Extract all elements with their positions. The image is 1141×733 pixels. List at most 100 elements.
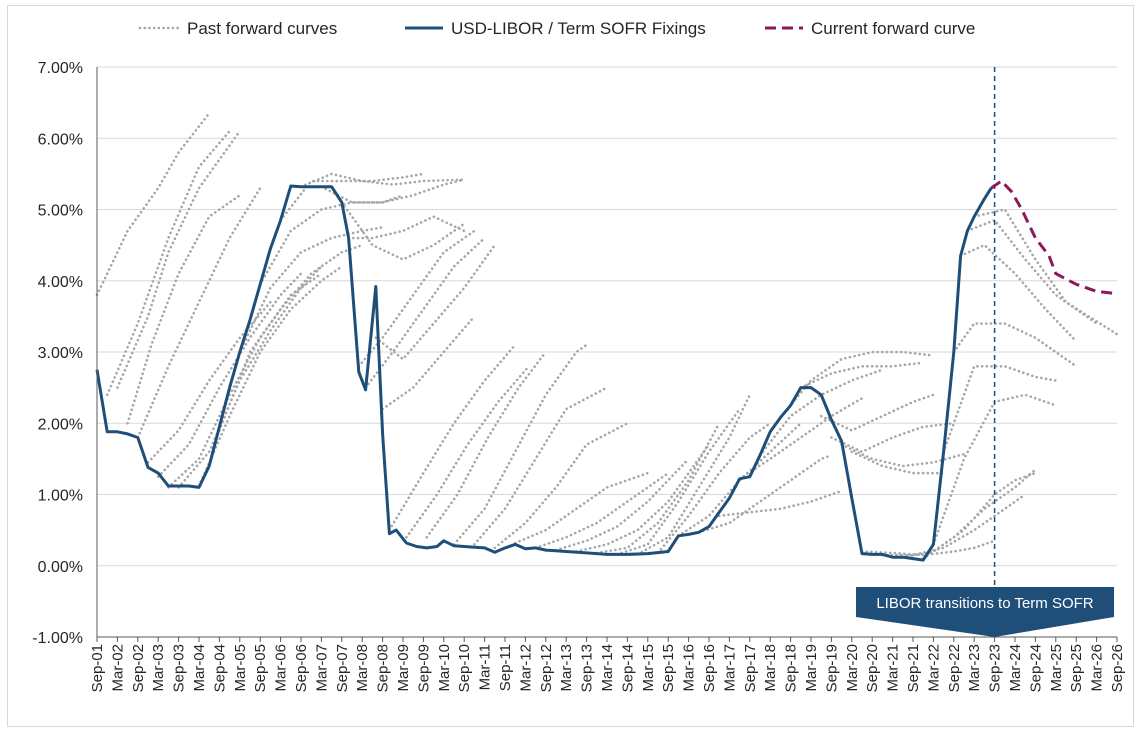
- x-tick-label: Mar-03: [150, 644, 167, 692]
- x-tick-label: Mar-02: [109, 644, 126, 692]
- past-forward-curve: [116, 129, 242, 389]
- x-tick-label: Sep-19: [823, 644, 840, 692]
- x-tick-label: Sep-23: [987, 644, 1004, 692]
- past-forward-curve: [717, 489, 843, 518]
- x-tick-label: Mar-04: [191, 644, 208, 692]
- x-tick-label: Sep-03: [171, 644, 188, 692]
- past-forward-curve: [95, 112, 211, 297]
- x-tick-label: Mar-25: [1048, 644, 1065, 692]
- x-tick-label: Sep-05: [252, 644, 269, 692]
- past-forward-curve: [615, 407, 741, 556]
- past-forward-curve: [473, 386, 609, 546]
- x-tick-label: Mar-08: [354, 644, 371, 692]
- past-forward-curve: [167, 272, 323, 489]
- past-forward-curve: [554, 457, 690, 552]
- past-forward-curve: [758, 368, 884, 457]
- past-forward-curve: [799, 361, 925, 389]
- past-forward-curve: [425, 350, 548, 539]
- past-forward-curve: [636, 393, 752, 556]
- x-tick-label: Mar-13: [558, 644, 575, 692]
- y-tick-label: 1.00%: [38, 488, 83, 505]
- x-tick-label: Mar-16: [681, 644, 698, 692]
- x-tick-label: Sep-14: [619, 644, 636, 692]
- past-forward-curve: [656, 422, 772, 555]
- x-tick-label: Mar-20: [844, 644, 861, 692]
- past-forward-curve: [299, 172, 466, 188]
- past-forward-curve: [340, 201, 466, 261]
- annotation-label: LIBOR transitions to Term SOFR: [876, 595, 1093, 612]
- x-tick-label: Sep-11: [497, 644, 514, 691]
- past-forward-curve: [126, 194, 242, 425]
- x-tick-label: Mar-07: [313, 644, 330, 692]
- past-forward-curve: [357, 229, 476, 368]
- past-forward-curve: [146, 300, 272, 464]
- past-forward-curve: [364, 236, 486, 389]
- legend-label-fixings: USD-LIBOR / Term SOFR Fixings: [451, 19, 706, 38]
- x-tick-label: Mar-24: [1007, 644, 1024, 692]
- x-tick-label: Sep-22: [946, 644, 963, 692]
- past-forward-curve: [972, 208, 1119, 336]
- fixings-series: [95, 184, 993, 562]
- past-forward-curve: [238, 226, 384, 354]
- past-forward-curve: [452, 343, 588, 546]
- x-tick-label: Mar-06: [273, 644, 290, 692]
- chart-frame: [7, 5, 1134, 727]
- y-axis-ticks: 7.00% 6.00% 5.00% 4.00% 3.00% 2.00% 1.00% 0.00%…: [32, 60, 83, 647]
- past-forward-curve: [347, 215, 466, 240]
- current-forward-curve: [990, 179, 1118, 296]
- x-tick-label: Sep-08: [375, 644, 392, 692]
- past-forward-curve: [595, 422, 721, 555]
- x-tick-label: Mar-09: [395, 644, 412, 692]
- x-tick-label: Sep-09: [415, 644, 432, 692]
- past-forward-curves: [95, 112, 1119, 560]
- annotation-callout: [856, 587, 1114, 637]
- transition-annotation: LIBOR transitions to Term SOFR: [856, 587, 1114, 637]
- past-forward-curve: [850, 450, 945, 475]
- x-tick-label: Mar-10: [436, 644, 453, 692]
- past-forward-curve: [952, 322, 1078, 368]
- past-forward-curve: [105, 129, 231, 397]
- x-tick-label: Sep-07: [334, 644, 351, 692]
- y-tick-label: 4.00%: [38, 274, 83, 291]
- y-tick-label: 7.00%: [38, 60, 83, 77]
- x-tick-label: Sep-18: [783, 644, 800, 692]
- y-tick-label: 3.00%: [38, 345, 83, 362]
- y-tick-label: 2.00%: [38, 416, 83, 433]
- x-tick-label: Sep-02: [130, 644, 147, 692]
- past-forward-curve: [177, 265, 323, 489]
- x-tick-label: Sep-24: [1027, 644, 1044, 692]
- past-forward-curve: [136, 186, 262, 439]
- x-tick-label: Mar-19: [803, 644, 820, 692]
- x-tick-label: Sep-16: [701, 644, 718, 692]
- x-tick-label: Sep-17: [742, 644, 759, 692]
- x-tick-label: Sep-06: [293, 644, 310, 692]
- x-tick-label: Sep-25: [1068, 644, 1085, 692]
- past-forward-curve: [218, 243, 364, 432]
- past-forward-curve: [405, 365, 531, 539]
- x-tick-label: Sep-26: [1109, 644, 1126, 692]
- x-tick-label: Mar-23: [966, 644, 983, 692]
- x-tick-label: Mar-17: [721, 644, 738, 692]
- x-tick-label: Mar-21: [885, 644, 902, 692]
- legend-label-current: Current forward curve: [811, 19, 975, 38]
- past-forward-curve: [320, 178, 466, 204]
- past-forward-curve: [197, 265, 344, 488]
- x-tick-label: Sep-10: [456, 644, 473, 692]
- x-tick-label: Sep-12: [538, 644, 555, 692]
- past-forward-curve: [881, 493, 1027, 557]
- past-forward-curve: [374, 243, 497, 361]
- x-tick-label: Sep-04: [211, 644, 228, 692]
- past-forward-curve: [493, 422, 629, 550]
- x-tick-label: Sep-20: [864, 644, 881, 692]
- past-forward-curve: [513, 471, 650, 545]
- past-forward-curve: [156, 272, 303, 478]
- x-tick-label: Sep-13: [579, 644, 596, 692]
- past-forward-curve: [534, 471, 670, 550]
- x-tick-label: Mar-05: [232, 644, 249, 692]
- past-forward-curve: [819, 393, 935, 432]
- x-tick-label: Mar-12: [517, 644, 534, 692]
- y-tick-label: 6.00%: [38, 131, 83, 148]
- past-forward-curve: [840, 443, 969, 468]
- current-forward-curve-line: [990, 179, 1118, 296]
